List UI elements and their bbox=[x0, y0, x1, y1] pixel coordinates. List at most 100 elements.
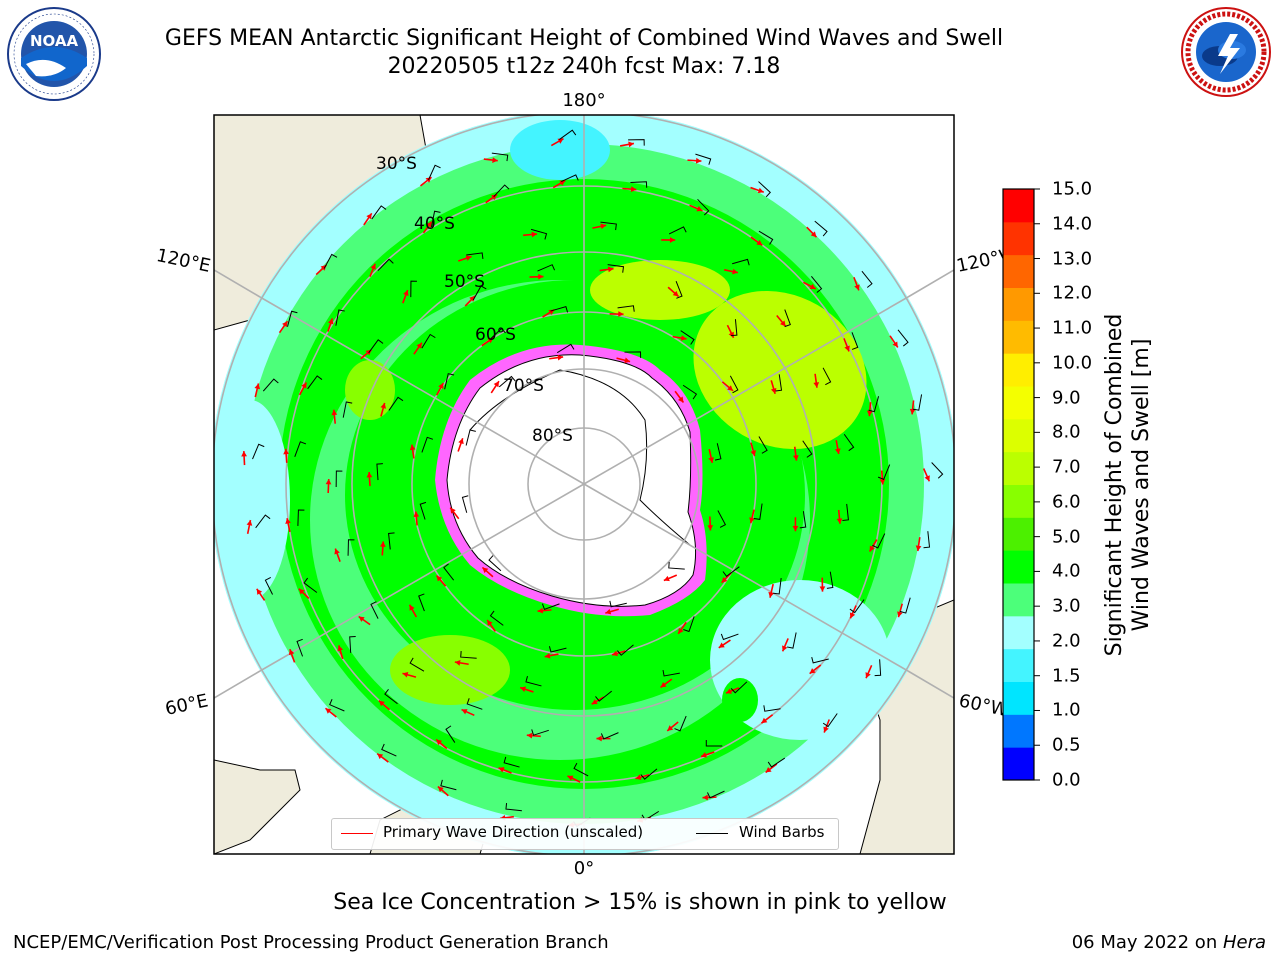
wave-arrowhead bbox=[725, 688, 732, 694]
wave-arrowhead bbox=[557, 354, 564, 361]
wave-arrowhead bbox=[498, 767, 505, 773]
wave-arrowhead bbox=[426, 221, 432, 228]
colorbar-title: Significant Height of Combined Wind Wave… bbox=[1102, 313, 1154, 657]
wave-arrowhead bbox=[702, 794, 708, 801]
wave-arrowhead bbox=[708, 457, 714, 463]
wind-barb bbox=[826, 571, 834, 589]
wind-barb bbox=[307, 375, 323, 390]
wind-barb bbox=[872, 533, 886, 549]
sea-ice-note: Sea Ice Concentration > 15% is shown in … bbox=[333, 890, 947, 915]
wind-barb bbox=[822, 713, 838, 728]
wind-barb bbox=[763, 705, 781, 712]
colorbar-tick: 13.0 bbox=[1052, 248, 1093, 270]
wind-barb bbox=[730, 681, 748, 694]
wave-arrowhead bbox=[487, 337, 494, 344]
colorbar-segment bbox=[1003, 714, 1034, 748]
wind-barb bbox=[802, 440, 813, 458]
lat-label: 30°S bbox=[376, 154, 417, 174]
wave-arrowhead bbox=[869, 545, 875, 552]
wave-arrowhead bbox=[782, 645, 788, 652]
wind-barb bbox=[822, 367, 832, 386]
wave-arrowhead bbox=[761, 717, 768, 724]
wave-arrowhead bbox=[288, 649, 295, 656]
wind-barb bbox=[323, 253, 338, 269]
wave-arrowhead bbox=[334, 548, 340, 555]
wave-arrowhead bbox=[663, 575, 670, 582]
wave-arrowhead bbox=[526, 732, 533, 739]
wave-arrowhead bbox=[770, 387, 777, 394]
wave-arrowhead bbox=[813, 382, 820, 388]
wind-barb bbox=[335, 470, 343, 488]
wave-arrowhead bbox=[285, 518, 291, 524]
wave-arrowhead bbox=[416, 342, 422, 349]
colorbar-segment bbox=[1003, 189, 1034, 223]
lat-label: 80°S bbox=[532, 426, 573, 446]
wave-arrowhead bbox=[402, 672, 409, 678]
wave-arrowhead bbox=[366, 213, 372, 220]
wind-barb bbox=[296, 638, 304, 657]
wave-arrowhead bbox=[849, 612, 856, 619]
wave-arrowhead bbox=[298, 588, 305, 595]
wave-arrowhead bbox=[409, 444, 416, 451]
colorbar-segment bbox=[1003, 254, 1034, 288]
wind-barb bbox=[842, 503, 849, 521]
colorbar-segment bbox=[1003, 221, 1034, 256]
wave-arrowhead bbox=[696, 206, 703, 212]
wave-arrowhead bbox=[672, 290, 679, 297]
wind-barb bbox=[682, 384, 698, 400]
wind-barb bbox=[472, 285, 487, 301]
wave-arrowhead bbox=[544, 652, 551, 659]
wind-barb bbox=[376, 463, 383, 481]
wave-arrowhead bbox=[792, 525, 799, 532]
wave-arrowhead bbox=[491, 194, 498, 200]
wind-barb bbox=[683, 616, 695, 633]
wind-barb bbox=[556, 343, 575, 354]
wind-barb bbox=[624, 351, 642, 358]
wind-barb bbox=[491, 152, 509, 162]
wind-barb bbox=[868, 396, 880, 413]
wave-arrowhead bbox=[765, 766, 772, 773]
wind-barb bbox=[255, 514, 271, 529]
wind-barb bbox=[541, 603, 560, 610]
lon-label-180: 180° bbox=[562, 90, 605, 111]
wave-arrowhead bbox=[531, 231, 538, 238]
lon-label-60e: 60°E bbox=[163, 690, 210, 720]
colorbar-segment bbox=[1003, 583, 1034, 617]
wave-arrowhead bbox=[809, 283, 816, 289]
wave-arrowhead bbox=[256, 588, 263, 595]
map-frame bbox=[213, 114, 955, 855]
wave-arrowhead bbox=[630, 186, 637, 193]
legend-wave-label: Primary Wave Direction (unscaled) bbox=[383, 823, 644, 841]
wind-barb bbox=[573, 762, 589, 777]
wind-barb bbox=[531, 729, 549, 736]
wave-arrowhead bbox=[559, 180, 566, 186]
colorbar-tick: 6.0 bbox=[1052, 491, 1081, 513]
wave-arrowhead bbox=[370, 263, 376, 270]
wave-arrowhead bbox=[358, 616, 365, 622]
wave-arrowhead bbox=[756, 239, 763, 246]
colorbar-tick: 1.5 bbox=[1052, 665, 1081, 687]
colorbar-segment bbox=[1003, 681, 1034, 715]
colorbar-tick: 12.0 bbox=[1052, 282, 1093, 304]
wind-barb bbox=[861, 270, 873, 288]
wave-arrowhead bbox=[678, 627, 684, 634]
wind-barb bbox=[784, 309, 791, 328]
wind-barb bbox=[707, 790, 725, 799]
wave-arrowhead bbox=[325, 708, 332, 714]
wind-barb bbox=[705, 740, 723, 747]
wind-barb bbox=[714, 443, 722, 461]
wind-barb bbox=[695, 153, 712, 165]
wind-barb bbox=[368, 339, 384, 354]
wave-arrowhead bbox=[520, 686, 527, 692]
wind-barb bbox=[628, 139, 645, 146]
colorbar-tick: 7.0 bbox=[1052, 456, 1081, 478]
wind-barb bbox=[717, 510, 727, 528]
noaa-logo: NOAA bbox=[6, 6, 102, 102]
wind-barb bbox=[388, 396, 404, 411]
colorbar-segment bbox=[1003, 484, 1034, 518]
wave-arrowhead bbox=[718, 642, 725, 648]
wind-barb bbox=[252, 443, 265, 460]
wind-barb bbox=[388, 532, 395, 550]
wind-barb bbox=[329, 698, 345, 712]
wind-barb bbox=[503, 756, 520, 768]
